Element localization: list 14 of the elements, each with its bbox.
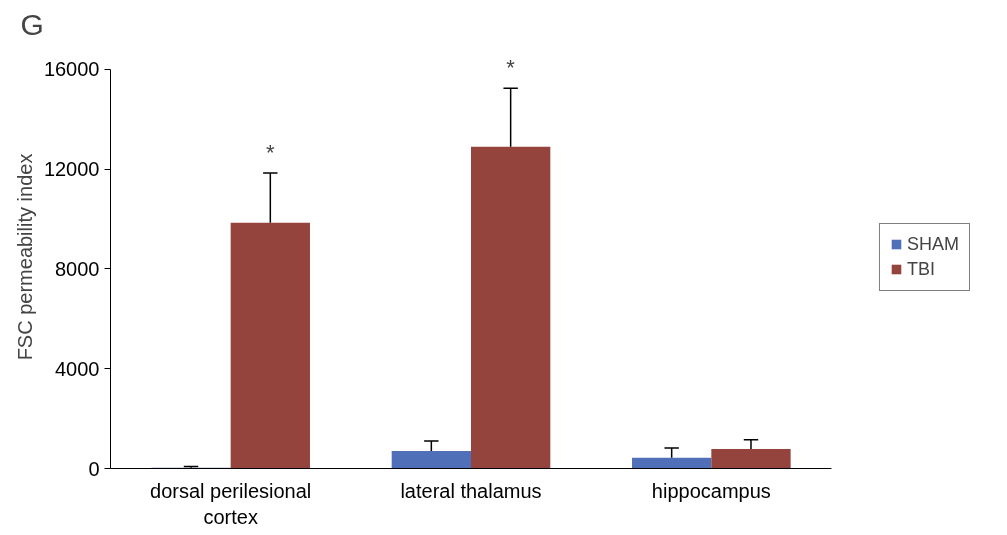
x-tick-label: dorsal perilesional cortex bbox=[150, 479, 312, 528]
legend-label: TBI bbox=[906, 258, 935, 280]
chart-title: G bbox=[20, 7, 44, 41]
y-tick-label: 0 bbox=[88, 457, 100, 480]
annotation: * bbox=[266, 139, 276, 165]
y-tick-label: 8000 bbox=[55, 257, 100, 280]
x-tick-label: lateral thalamus bbox=[400, 479, 542, 502]
y-tick-label: 4000 bbox=[55, 357, 100, 380]
x-tick-label: hippocampus bbox=[651, 479, 771, 502]
y-tick-label: 16000 bbox=[43, 58, 100, 81]
y-tick-label: 12000 bbox=[43, 158, 100, 181]
y-axis-title: FSC permeability index bbox=[13, 153, 36, 361]
annotation: * bbox=[506, 55, 516, 81]
legend-label: SHAM bbox=[906, 233, 959, 255]
